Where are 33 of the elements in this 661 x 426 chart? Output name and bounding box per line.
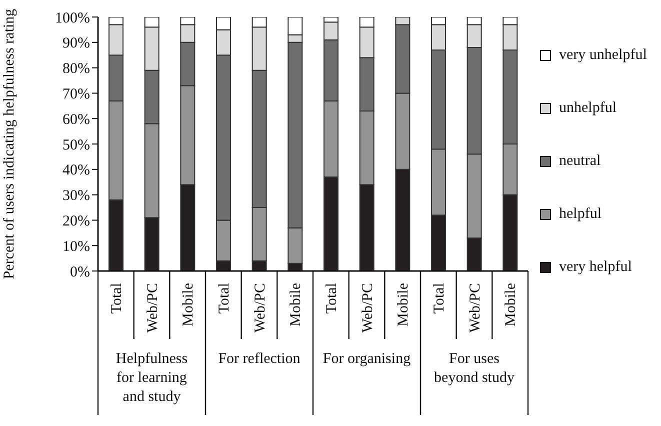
y-tick-label: 30% [62,188,90,204]
legend-label: helpful [559,206,602,223]
x-tick-label: Total [216,283,232,314]
y-tick-label: 0% [70,264,90,280]
x-tick-label: Web/PC [467,283,484,333]
text: For uses beyond study [434,351,515,386]
legend-label: unhelpful [559,100,616,117]
legend-label: very helpful [559,259,632,276]
y-tick-label: 100% [55,10,90,26]
y-tick-label: 90% [62,36,90,52]
legend-label: neutral [559,153,601,170]
text: For reflection [218,351,301,367]
text: Helpfulness for learning and study [116,351,188,405]
y-tick-label: 50% [62,137,90,154]
x-tick-label: Web/PC [252,283,268,333]
x-tick-label: Total [431,283,448,314]
x-tick-label: Mobile [180,282,197,326]
x-tick-label: Web/PC [360,283,376,333]
x-tick-label: Mobile [288,282,304,326]
y-tick-label: 20% [62,214,90,230]
x-tick-label: Web/PC [144,283,161,333]
y-tick-label: 40% [62,162,90,179]
y-tick-label: 60% [62,112,90,128]
x-tick-label: Mobile [396,282,412,326]
text: very unhelpful [559,47,647,64]
y-tick-label: 10% [62,238,90,255]
x-tick-label: Total [324,283,340,314]
text: For organising [322,351,412,367]
y-tick-label: 70% [62,86,90,103]
x-tick-label: Mobile [503,282,520,326]
y-axis-title: Percent of users indicating helpfulness rating [1,8,18,280]
x-tick-label: Total [108,283,125,314]
y-tick-label: 80% [62,61,90,78]
